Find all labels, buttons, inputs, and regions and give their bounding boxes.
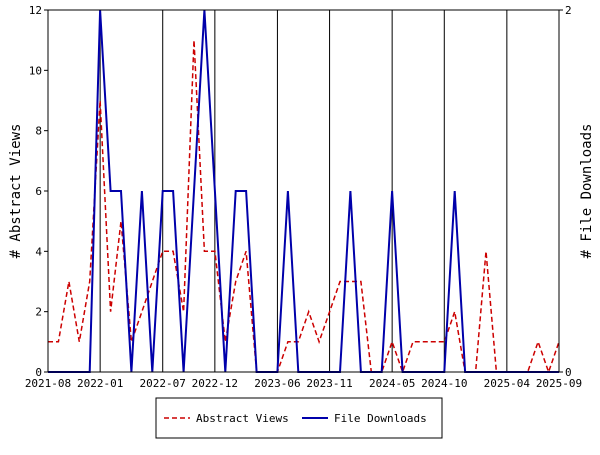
legend-label-file-downloads: File Downloads — [334, 412, 427, 425]
right-axis-title: # File Downloads — [579, 124, 595, 259]
series-layer — [48, 9, 560, 375]
legend: Abstract Views File Downloads — [155, 397, 443, 439]
right-y-tick-label: 2 — [565, 4, 572, 17]
x-tick-label: 2025-09 — [536, 377, 582, 390]
x-tick-label: 2022-01 — [77, 377, 123, 390]
legend-label-abstract-views: Abstract Views — [196, 412, 289, 425]
left-y-tick-label: 12 — [29, 4, 42, 17]
x-tick-label: 2022-12 — [192, 377, 238, 390]
right-y-tick-label: 0 — [565, 366, 572, 379]
x-tick-label: 2021-08 — [25, 377, 71, 390]
series-line-abstract-views — [48, 40, 560, 375]
plot-frame — [47, 9, 560, 373]
left-y-tick-label: 10 — [29, 64, 42, 77]
x-tick-label: 2024-05 — [369, 377, 415, 390]
axis-ticks: 2021-08 2022-01 2022-07 2022-12 2023-06 2023-… — [25, 4, 582, 390]
x-tick-label: 2025-04 — [484, 377, 531, 390]
left-y-tick-label: 2 — [35, 306, 42, 319]
legend-box — [155, 397, 443, 439]
series-line-file-downloads — [48, 9, 559, 373]
gridlines — [47, 10, 560, 372]
x-tick-label: 2023-11 — [306, 377, 352, 390]
x-tick-label: 2024-10 — [421, 377, 467, 390]
left-y-tick-label: 8 — [35, 125, 42, 138]
left-y-tick-label: 4 — [35, 245, 42, 258]
left-y-tick-label: 0 — [35, 366, 42, 379]
x-tick-label: 2023-06 — [254, 377, 300, 390]
left-y-tick-label: 6 — [35, 185, 42, 198]
left-axis-title: # Abstract Views — [8, 124, 24, 259]
x-tick-label: 2022-07 — [140, 377, 186, 390]
